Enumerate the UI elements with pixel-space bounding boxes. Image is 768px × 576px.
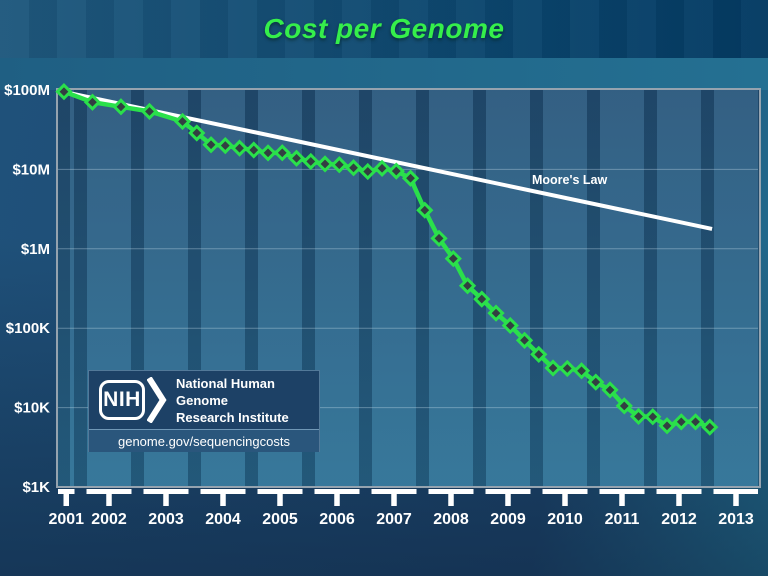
data-point-marker (601, 381, 619, 399)
moores-law-line (63, 89, 713, 231)
header-band (0, 0, 768, 58)
nih-org-name: National Human Genome Research Institute (176, 375, 319, 426)
y-tick-label: $100K (6, 320, 50, 337)
y-tick-label: $100M (4, 82, 50, 99)
x-tick-label: 2005 (262, 511, 298, 528)
data-point-marker (444, 250, 462, 268)
x-tick-label: 2010 (547, 511, 583, 528)
data-point-marker (416, 201, 434, 219)
x-tick-label: 2006 (319, 511, 355, 528)
data-point-marker (515, 331, 534, 349)
data-point-marker (259, 144, 277, 162)
data-point-marker (359, 162, 377, 181)
data-point-marker (530, 345, 548, 364)
y-tick-label: $1M (21, 241, 50, 258)
x-tick-label: 2003 (148, 511, 184, 528)
data-point-marker (316, 155, 334, 173)
x-tick-stem (562, 489, 568, 506)
data-point-marker (644, 408, 662, 426)
x-tick-stem (505, 489, 511, 506)
page-title: Cost per Genome (263, 13, 505, 44)
data-point-marker (373, 159, 391, 177)
data-point-marker (273, 144, 291, 162)
x-tick-label: 2007 (376, 511, 412, 528)
x-tick-label: 2001 (48, 511, 84, 528)
nih-logo: NIH (99, 377, 167, 423)
x-tick-stem (733, 489, 739, 506)
data-point-marker (173, 112, 192, 131)
nih-org-line2: Research Institute (176, 409, 289, 425)
nih-org-line1: National Human Genome (176, 375, 275, 408)
x-tick-label: 2011 (605, 511, 640, 528)
x-tick-stem (63, 489, 69, 506)
data-point-marker (615, 397, 633, 415)
y-tick-label: $10M (12, 161, 50, 178)
data-point-marker (701, 418, 719, 436)
data-point-marker (330, 156, 348, 174)
x-tick-stem (163, 489, 169, 506)
nih-chevron-icon (147, 377, 167, 423)
nih-url: genome.gov/sequencingcosts (89, 429, 319, 452)
data-point-marker (558, 359, 576, 378)
x-tick-label: 2013 (718, 511, 754, 528)
data-point-marker (188, 124, 206, 142)
y-tick-label: $1K (22, 479, 50, 496)
data-point-marker (430, 229, 448, 247)
x-tick-label: 2002 (91, 511, 127, 528)
x-tick-label: 2009 (490, 511, 526, 528)
x-tick-stem (334, 489, 340, 506)
data-point-marker (387, 162, 405, 180)
data-point-marker (344, 159, 363, 177)
data-point-marker (230, 139, 249, 157)
data-point-marker (686, 413, 705, 431)
data-point-marker (140, 102, 159, 121)
data-point-marker (245, 141, 263, 159)
data-point-marker (572, 362, 591, 380)
nih-logo-row: NIH National Human Genome Research Insti… (89, 371, 319, 429)
x-tick-stem (619, 489, 625, 506)
data-point-marker (501, 316, 519, 335)
data-point-marker (112, 98, 130, 116)
data-point-marker (458, 277, 477, 295)
data-point-marker (302, 152, 320, 171)
data-point-marker (587, 373, 605, 391)
data-point-marker (629, 407, 648, 426)
nih-acronym: NIH (99, 380, 145, 420)
x-tick-stem (391, 489, 397, 506)
data-point-marker (401, 169, 420, 187)
x-tick-label: 2004 (205, 511, 241, 528)
data-point-marker (544, 359, 562, 377)
moores-law-label: Moore's Law (532, 173, 607, 187)
x-tick-stem (277, 489, 283, 506)
subheader-band (0, 58, 768, 90)
data-point-marker (55, 83, 73, 101)
data-point-marker (202, 136, 220, 154)
x-tick-label: 2008 (433, 511, 469, 528)
data-point-marker (473, 290, 491, 308)
x-tick-label: 2012 (661, 511, 697, 528)
data-point-marker (216, 136, 234, 155)
data-point-marker (487, 304, 505, 322)
x-tick-stem (676, 489, 682, 506)
data-point-marker (658, 417, 676, 435)
y-tick-label: $10K (14, 400, 50, 417)
x-tick-stem (448, 489, 454, 506)
x-tick-stem (220, 489, 226, 506)
data-point-marker (672, 413, 690, 431)
data-point-marker (287, 149, 306, 167)
x-tick-stem (106, 489, 112, 506)
data-point-marker (83, 93, 102, 111)
nih-logo-box: NIH National Human Genome Research Insti… (88, 370, 320, 452)
